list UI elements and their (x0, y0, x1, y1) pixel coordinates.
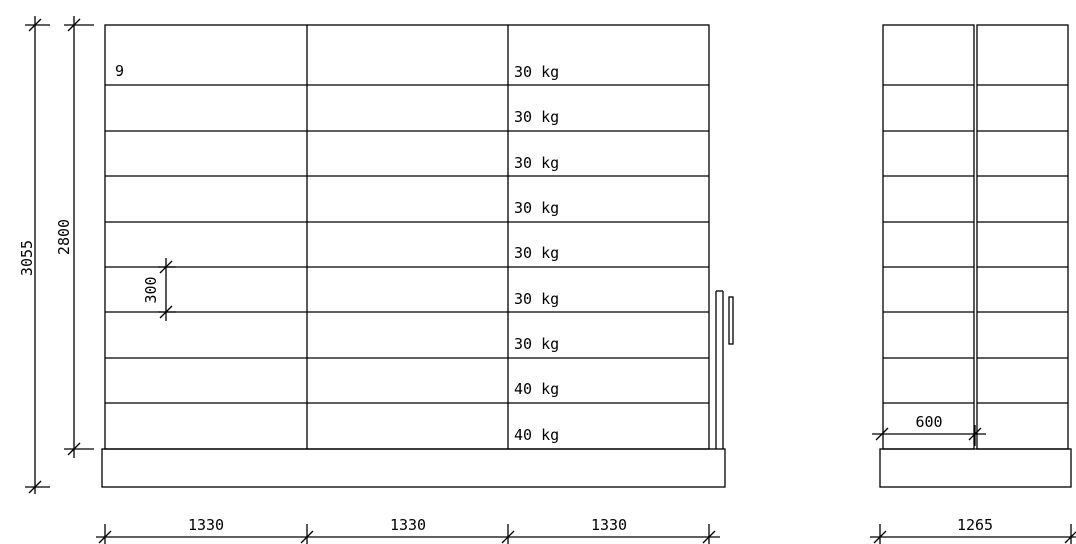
shelf-load-label: 30 kg (514, 63, 559, 81)
shelf-load-label: 30 kg (514, 290, 559, 308)
shelf-load-label: 30 kg (514, 108, 559, 126)
dimension-tick (67, 442, 81, 456)
side-shelf-lines (883, 84, 1068, 404)
dimension-label: 300 (142, 276, 160, 303)
front-view: 9 30 kg 30 kg 30 kg 30 kg 30 kg 30 kg 30… (18, 16, 734, 544)
dimension-tick (1064, 531, 1076, 544)
shelf-load-label: 30 kg (514, 199, 559, 217)
dimension-label: 3055 (18, 240, 36, 276)
bay-width-dimensions: 1330 1330 1330 (96, 516, 720, 544)
dimension-tick (873, 530, 887, 544)
front-shelf-lines (105, 84, 709, 404)
dimension-label: 2800 (55, 219, 73, 255)
bay-width-label: 1330 (188, 516, 224, 534)
shelf-load-label: 30 kg (514, 244, 559, 262)
shelf-depth-dimension: 600 (872, 413, 986, 446)
shelf-load-labels: 30 kg 30 kg 30 kg 30 kg 30 kg 30 kg 30 k… (514, 63, 559, 444)
shelf-load-label: 40 kg (514, 380, 559, 398)
side-rack-right-column (976, 24, 1069, 450)
shelf-number: 9 (115, 62, 124, 80)
front-base-plinth (101, 448, 726, 488)
dimension-tick (501, 530, 515, 544)
dimension-tick (98, 530, 112, 544)
side-rack-left-column (882, 24, 975, 450)
bay-width-label: 1330 (390, 516, 426, 534)
overall-depth-dimension: 1265 (870, 516, 1076, 544)
shelf-load-label: 30 kg (514, 154, 559, 172)
bay-width-label: 1330 (591, 516, 627, 534)
dimension-label: 600 (915, 413, 942, 431)
dimension-tick (300, 530, 314, 544)
shelf-load-label: 30 kg (514, 335, 559, 353)
front-rack-outline (104, 24, 710, 450)
dimension-tick (28, 18, 42, 32)
side-base-plinth (879, 448, 1072, 488)
dimension-tick (28, 480, 42, 494)
side-view: 600 1265 (870, 24, 1076, 544)
dimension-tick (968, 427, 982, 441)
dimension-tick (875, 427, 889, 441)
dimension-tick (702, 530, 716, 544)
dimension-tick (67, 18, 81, 32)
shelf-spacing-dimension: 300 (142, 258, 176, 321)
shelf-load-label: 40 kg (514, 426, 559, 444)
dimension-tick (159, 260, 173, 274)
handle (728, 296, 734, 345)
dimension-tick (159, 305, 173, 319)
dimension-label: 1265 (957, 516, 993, 534)
overall-height-dimension: 3055 (18, 16, 50, 494)
rack-height-dimension: 2800 (55, 16, 94, 458)
